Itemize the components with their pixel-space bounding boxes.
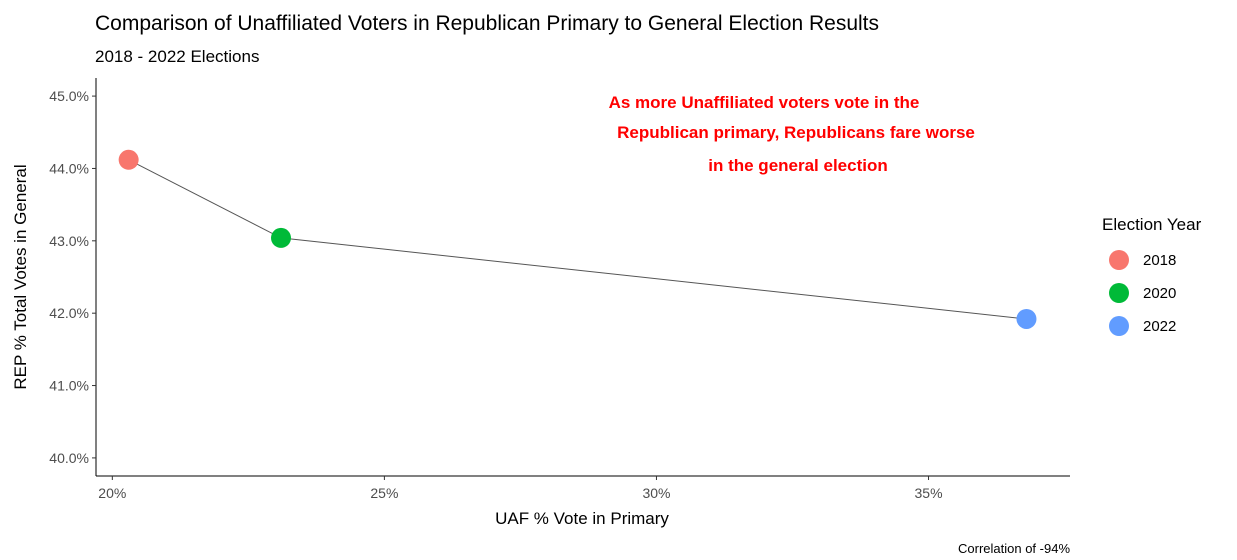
connector-line <box>128 159 1027 320</box>
annotation-line-3: in the general election <box>708 156 888 175</box>
legend-label-2018: 2018 <box>1143 252 1176 269</box>
chart-title: Comparison of Unaffiliated Voters in Rep… <box>95 12 879 35</box>
y-axis-title: REP % Total Votes in General <box>11 164 30 389</box>
x-tick-label: 20% <box>98 485 126 501</box>
y-ticks: 40.0% 41.0% 42.0% 43.0% 44.0% 45.0% <box>49 88 96 466</box>
x-tick-label: 25% <box>370 485 398 501</box>
legend-label-2022: 2022 <box>1143 318 1176 335</box>
data-points <box>118 149 1037 329</box>
annotation-line-1: As more Unaffiliated voters vote in the <box>609 93 920 112</box>
x-tick-label: 35% <box>915 485 943 501</box>
x-ticks: 20% 25% 30% 35% <box>98 476 943 501</box>
legend-title: Election Year <box>1102 215 1202 234</box>
y-tick-label: 45.0% <box>49 88 89 104</box>
legend-entries: 2018 2020 2022 <box>1109 250 1176 336</box>
y-tick-label: 44.0% <box>49 160 89 176</box>
legend-key-2020 <box>1109 283 1129 303</box>
point-2020 <box>271 227 292 248</box>
legend-key-2022 <box>1109 316 1129 336</box>
annotation-line-2: Republican primary, Republicans fare wor… <box>617 123 975 142</box>
legend-key-2018 <box>1109 250 1129 270</box>
point-2022 <box>1016 308 1037 329</box>
y-tick-label: 43.0% <box>49 233 89 249</box>
chart-subtitle: 2018 - 2022 Elections <box>95 47 259 66</box>
plot-area: 40.0% 41.0% 42.0% 43.0% 44.0% 45.0% 20% 25% 30%… <box>49 78 1070 501</box>
legend: Election Year 2018 2020 2022 <box>1102 215 1202 336</box>
chart-caption: Correlation of -94% <box>958 541 1070 556</box>
y-tick-label: 41.0% <box>49 378 89 394</box>
point-2018 <box>118 149 139 170</box>
legend-label-2020: 2020 <box>1143 285 1176 302</box>
y-tick-label: 40.0% <box>49 450 89 466</box>
y-tick-label: 42.0% <box>49 305 89 321</box>
x-tick-label: 30% <box>642 485 670 501</box>
x-axis-title: UAF % Vote in Primary <box>495 509 669 528</box>
